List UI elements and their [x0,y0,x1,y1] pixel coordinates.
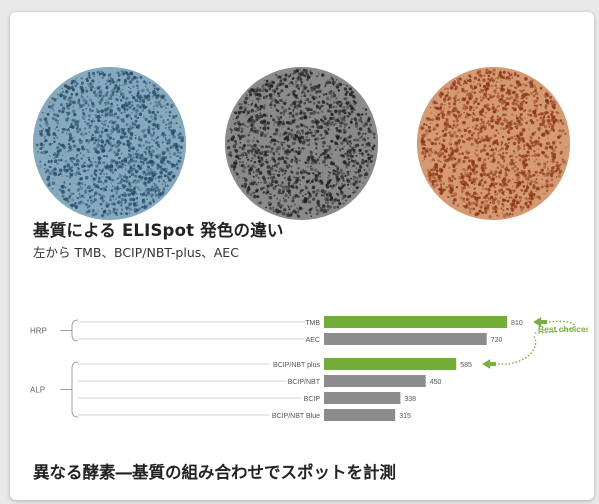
well-speckle-texture [33,67,186,220]
data-label: 338 [404,396,416,403]
data-label: 585 [460,362,472,369]
annotation-connector [532,320,575,334]
bar [324,316,508,328]
bar [324,333,487,345]
category-label: TMB [305,320,320,327]
data-label: 315 [399,413,411,420]
bar [324,375,426,387]
data-label: 810 [511,320,523,327]
annotation-connector [498,334,537,365]
category-label: BCIP/NBT Blue [272,413,320,420]
annotation-best-choices: Best choices! [538,324,588,334]
category-label: BCIP [304,396,321,403]
annotation-arrow-icon [482,359,497,369]
group-bracket [60,361,79,418]
annotation-arrow-icon [533,317,548,327]
group-bracket [60,319,79,342]
category-label: BCIP/NBT plus [273,362,320,369]
well-speckle-texture [225,67,378,220]
data-label: 450 [430,379,442,386]
image-caption-title: 基質による ELISpot 発色の違い [33,221,284,240]
well-image-bcip-nbt-plus [225,67,378,220]
bar [324,409,396,421]
content-card: 基質による ELISpot 発色の違い 左から TMB、BCIP/NBT-plu… [10,12,594,500]
data-label: 720 [491,337,503,344]
category-label: AEC [306,337,320,344]
bar [324,392,401,404]
image-caption-subtitle: 左から TMB、BCIP/NBT-plus、AEC [33,245,239,260]
well-image-tmb [33,67,186,220]
group-label: ALP [30,386,45,395]
well-image-aec [417,67,570,220]
bar-chart: TMB 810 AEC 720 BCIP/NBT plus 585 BCIP/NBT 450 B… [28,302,593,451]
chart-caption: 異なる酵素―基質の組み合わせでスポットを計測 [33,463,396,482]
category-label: BCIP/NBT [288,379,321,386]
well-speckle-texture [417,67,570,220]
bar [324,358,457,370]
group-label: HRP [30,327,47,336]
